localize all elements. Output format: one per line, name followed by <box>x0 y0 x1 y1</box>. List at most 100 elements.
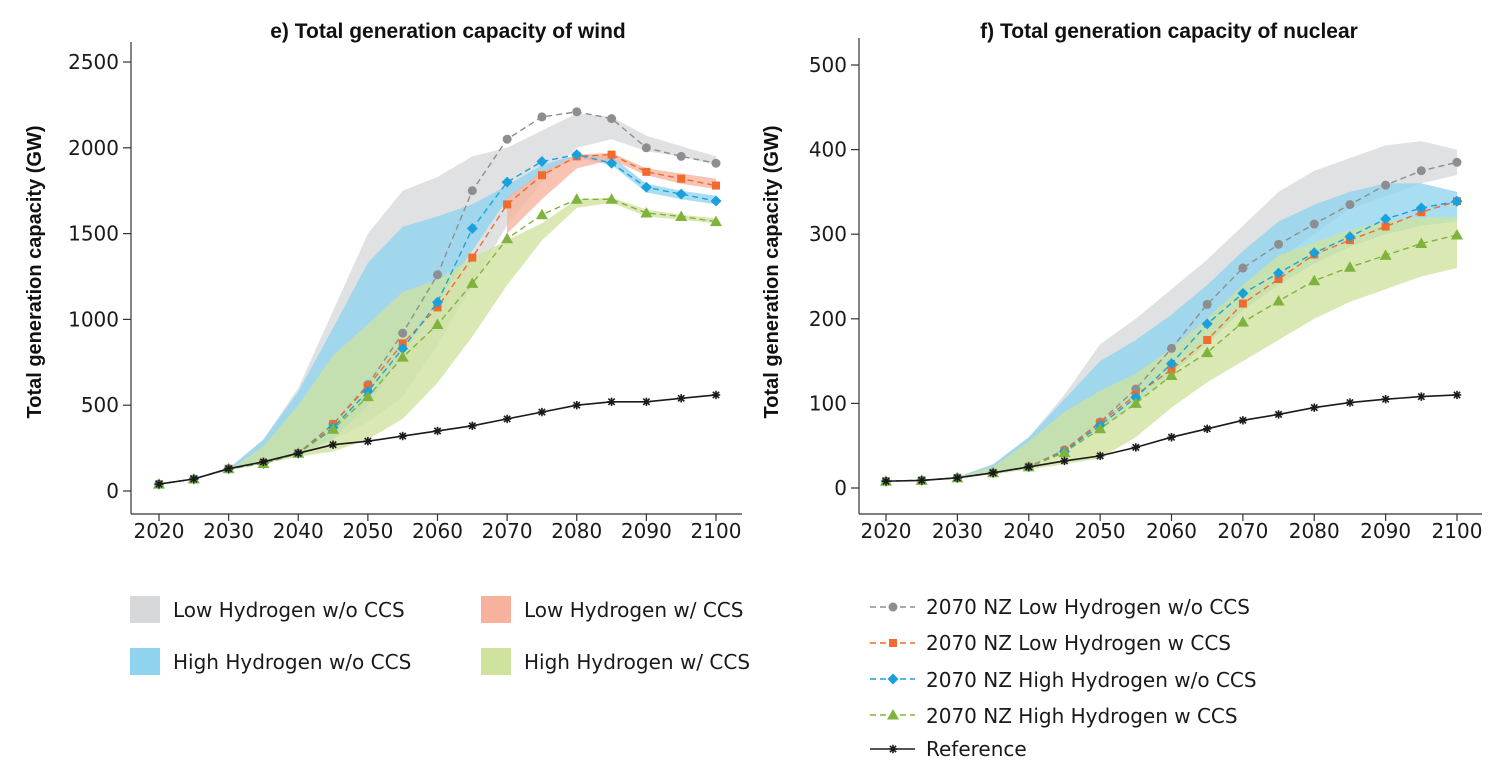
x-tick-label: 2070 <box>1217 519 1268 543</box>
data-point-circle <box>1452 157 1462 167</box>
x-tick-label: 2090 <box>1360 519 1411 543</box>
data-point-diamond <box>1344 231 1356 243</box>
data-point-star <box>294 449 303 458</box>
data-point-circle <box>572 107 582 117</box>
y-axis-label: Total generation capacity (GW) <box>24 126 46 419</box>
data-point-star <box>1060 456 1069 466</box>
y-tick-label: 500 <box>809 53 847 77</box>
data-point-circle <box>537 112 547 122</box>
data-point-square <box>889 639 897 647</box>
legend-line-marker <box>870 673 915 685</box>
data-point-triangle <box>1165 369 1178 380</box>
data-point-triangle <box>1379 249 1392 260</box>
data-point-triangle <box>501 232 514 244</box>
data-point-circle <box>1416 166 1426 176</box>
y-tick-label: 100 <box>809 391 847 415</box>
data-point-star <box>259 457 268 467</box>
data-point-diamond <box>1273 267 1285 279</box>
data-point-star <box>537 407 547 417</box>
data-point-square <box>1203 335 1212 344</box>
x-tick-label: 2020 <box>134 519 185 543</box>
data-point-circle <box>641 143 651 153</box>
data-point-diamond <box>1380 213 1392 225</box>
y-tick-label: 200 <box>809 307 847 331</box>
data-point-square <box>642 167 651 176</box>
series <box>881 390 1462 486</box>
legend-item: Reference <box>870 737 1027 761</box>
data-point-star <box>363 437 373 446</box>
data-point-diamond <box>432 296 443 308</box>
data-point-square <box>1381 222 1390 231</box>
x-tick-label: 2050 <box>342 519 393 543</box>
data-point-star <box>189 474 199 484</box>
y-tick-label: 500 <box>81 393 119 417</box>
data-point-diamond <box>1166 358 1177 370</box>
x-tick-label: 2040 <box>273 519 324 543</box>
uncertainty-bands <box>886 141 1457 482</box>
data-point-star <box>398 431 407 441</box>
legend-label: High Hydrogen w/o CCS <box>173 650 411 674</box>
data-point-triangle <box>1308 274 1321 286</box>
legend-item: Low Hydrogen w/ CCS <box>481 596 743 623</box>
data-point-square <box>537 171 546 180</box>
data-point-triangle <box>361 390 374 402</box>
data-point-square <box>1274 275 1283 284</box>
data-point-diamond <box>1451 195 1463 207</box>
x-tick-label: 2090 <box>621 519 672 543</box>
data-point-diamond <box>887 673 899 685</box>
data-point-diamond <box>466 222 478 234</box>
data-point-triangle <box>887 709 899 720</box>
y-tick-label: 0 <box>106 479 119 503</box>
data-point-triangle <box>640 207 653 218</box>
data-point-star <box>154 479 164 489</box>
legend-label: Reference <box>926 737 1027 761</box>
y-tick-label: 0 <box>834 476 847 500</box>
data-point-triangle <box>396 351 409 362</box>
data-point-square <box>503 200 512 209</box>
data-point-star <box>1202 424 1212 433</box>
data-point-circle <box>1238 263 1248 273</box>
legend-label: 2070 NZ Low Hydrogen w CCS <box>926 631 1231 655</box>
data-point-diamond <box>397 343 409 355</box>
data-point-star <box>433 426 442 436</box>
data-point-circle <box>433 270 442 280</box>
data-point-triangle <box>1451 229 1463 240</box>
nuclear-capacity-chart: f) Total generation capacity of nuclear … <box>761 20 1482 543</box>
data-point-star <box>953 473 962 483</box>
x-tick-label: 2100 <box>1432 519 1483 543</box>
data-point-star <box>1381 394 1390 404</box>
y-tick-label: 2000 <box>68 136 119 160</box>
data-point-star <box>1024 462 1033 472</box>
data-point-star <box>1310 403 1319 412</box>
band-legend: Low Hydrogen w/o CCS Low Hydrogen w/ CCS… <box>130 596 750 675</box>
legend-label: 2070 NZ Low Hydrogen w/o CCS <box>926 595 1250 619</box>
band-area <box>507 152 716 234</box>
data-point-star <box>1167 433 1176 442</box>
data-point-triangle <box>570 193 583 204</box>
legend-item: High Hydrogen w/ CCS <box>481 648 750 675</box>
data-point-triangle <box>1094 422 1107 434</box>
x-tick-label: 2060 <box>412 519 463 543</box>
legend-item: High Hydrogen w/o CCS <box>130 648 411 675</box>
data-point-square <box>1238 299 1247 308</box>
data-point-star <box>1345 398 1355 407</box>
data-point-triangle <box>1129 397 1142 408</box>
data-point-triangle <box>1058 446 1071 457</box>
data-point-star <box>1095 451 1105 461</box>
data-point-diamond <box>1308 247 1320 259</box>
line-legend: 2070 NZ Low Hydrogen w/o CCS 2070 NZ Low… <box>870 595 1257 761</box>
data-point-triangle <box>1201 346 1214 358</box>
y-tick-label: 1000 <box>68 307 119 331</box>
series-line <box>158 394 717 485</box>
data-point-triangle <box>1343 261 1356 272</box>
data-point-diamond <box>710 195 722 207</box>
data-point-circle <box>1202 299 1212 309</box>
data-point-square <box>712 181 720 190</box>
legend-swatch <box>130 648 160 675</box>
legend-line-marker <box>870 602 915 612</box>
x-tick-label: 2030 <box>203 519 254 543</box>
legend-swatch <box>130 596 160 623</box>
data-point-circle <box>467 186 477 196</box>
data-point-star <box>1452 390 1462 400</box>
